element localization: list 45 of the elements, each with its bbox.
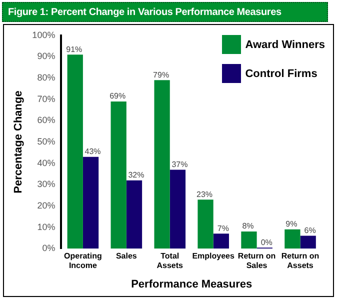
x-tick-label: Sales — [116, 252, 138, 261]
legend-label: Control Firms — [245, 68, 318, 80]
y-tick-label: 100% — [32, 30, 56, 40]
data-label: 79% — [153, 70, 170, 80]
y-tick-label: 30% — [37, 179, 56, 190]
y-tick-label: 60% — [37, 115, 56, 126]
y-tick-label: 0% — [42, 243, 56, 254]
bar — [198, 200, 214, 249]
legend-label: Award Winners — [245, 38, 325, 50]
data-label: 37% — [172, 160, 188, 169]
data-label: 0% — [260, 238, 272, 247]
x-tick-label: Return on Sales — [238, 252, 276, 270]
bar — [213, 234, 229, 249]
data-label: 7% — [217, 224, 229, 233]
x-axis-title: Performance Measures — [131, 278, 252, 290]
data-label: 9% — [286, 220, 298, 229]
x-tick-label: Operating Income — [64, 252, 102, 270]
x-tick-label: Employees — [192, 252, 236, 261]
data-label: 69% — [110, 92, 126, 101]
x-tick-label: Return on Assets — [281, 252, 320, 270]
data-label: 43% — [84, 147, 101, 156]
x-tick-label: Total Assets — [156, 252, 184, 270]
bar — [110, 101, 126, 249]
data-label: 23% — [196, 190, 213, 199]
bar — [126, 180, 142, 249]
data-label: 8% — [242, 222, 254, 231]
bar — [170, 170, 186, 249]
y-tick-label: 80% — [37, 72, 56, 83]
bar — [300, 236, 316, 249]
data-label: 91% — [66, 44, 82, 54]
y-tick-label: 90% — [37, 51, 56, 62]
bar — [82, 156, 99, 249]
bar — [284, 229, 300, 249]
chart-title: Figure 1: Percent Change in Various Performance Measures — [2, 2, 328, 22]
data-label: 6% — [304, 226, 316, 236]
bar — [154, 80, 170, 249]
data-label: 32% — [128, 170, 144, 180]
y-tick-label: 10% — [37, 222, 56, 232]
y-tick-label: 40% — [37, 158, 56, 168]
bar — [241, 232, 257, 249]
y-tick-label: 70% — [37, 94, 56, 104]
y-tick-label: 20% — [37, 200, 56, 210]
y-tick-label: 50% — [37, 136, 56, 146]
bar — [67, 54, 83, 249]
y-axis-title: Percentage Change — [12, 90, 25, 194]
